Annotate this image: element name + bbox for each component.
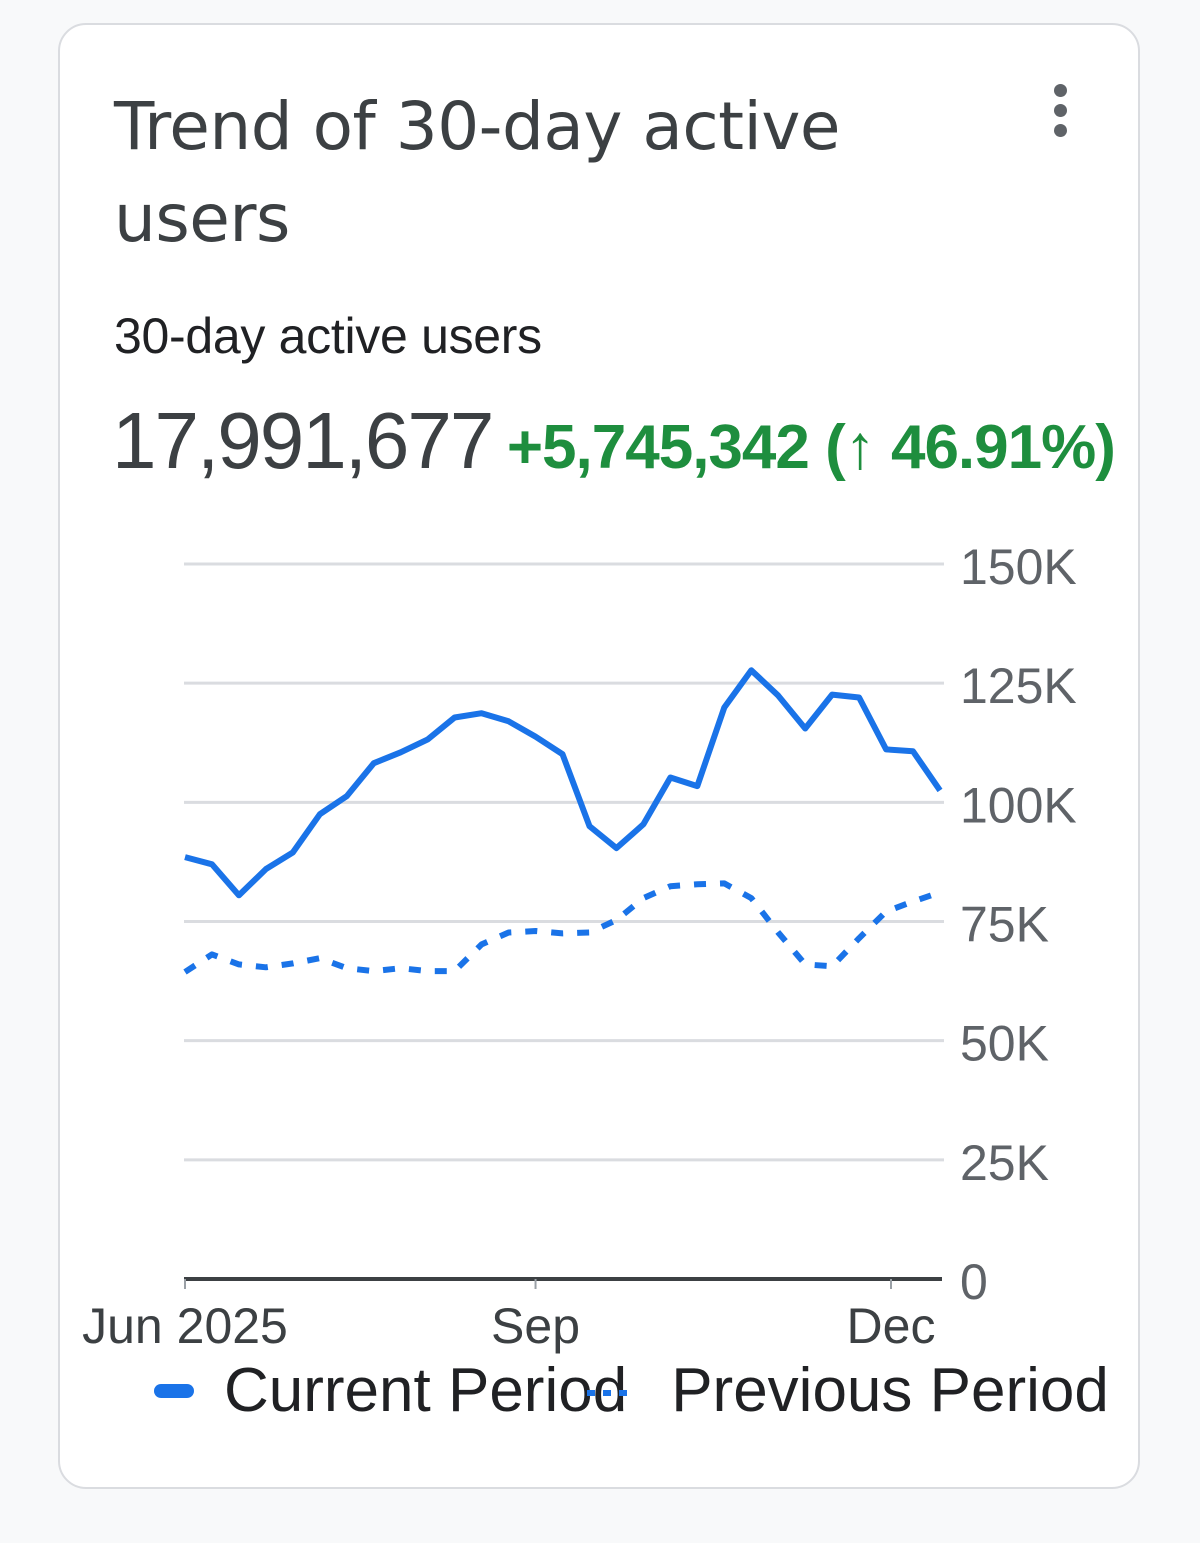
previous-period-line [183,880,941,975]
current-period-line [184,667,943,899]
y-tick-label: 25K [960,1135,1049,1191]
more-vert-icon-dot [1053,123,1067,137]
y-tick-label: 100K [960,777,1077,833]
solid-line-swatch-icon [154,1383,194,1398]
more-vert-icon [1053,83,1067,97]
legend-label-current: Current Period [224,1356,628,1425]
legend-item-current[interactable]: Current Period [154,1355,627,1426]
dotted-line-swatch-icon [587,1389,628,1396]
chart-gridlines [184,562,944,1162]
y-axis-labels: 0 25K 50K 75K 100K 125K 150K [960,539,1077,1310]
card-title: Trend of 30-day active users [114,88,841,257]
chart-card: Trend of 30-day active users 30-day acti… [58,23,1140,1489]
chart-series [183,667,943,975]
metric-delta: +5,745,342 (↑ 46.91%) [506,413,1116,482]
y-tick-label: 50K [960,1016,1049,1072]
more-options-button[interactable] [1040,75,1080,145]
x-tick-label: Sep [491,1298,580,1354]
metric-row: 17,991,677 +5,745,342 (↑ 46.91%) [112,395,1116,487]
x-axis: Jun 2025 Sep Dec [82,1277,942,1354]
x-tick-label: Dec [847,1298,936,1354]
more-vert-icon-dot [1053,103,1067,117]
y-tick-label: 0 [960,1254,988,1310]
metric-value: 17,991,677 [112,396,494,485]
y-tick-label: 75K [960,897,1049,953]
legend-label-previous: Previous Period [671,1356,1109,1425]
chart-legend: Current Period Previous Period [154,1355,1109,1426]
y-tick-label: 150K [960,539,1077,595]
metric-label: 30-day active users [114,308,542,364]
line-chart: 0 25K 50K 75K 100K 125K 150K Jun 2025 Sep Dec [82,539,1077,1354]
x-tick-label: Jun 2025 [82,1298,288,1354]
y-tick-label: 125K [960,658,1077,714]
legend-item-previous[interactable]: Previous Period [587,1355,1109,1426]
